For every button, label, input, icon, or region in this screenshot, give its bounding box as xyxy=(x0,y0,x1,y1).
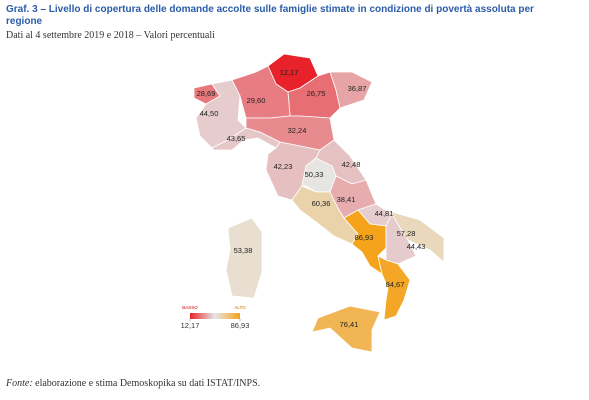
region-label: 86,93 xyxy=(355,233,374,242)
region-label: 32,24 xyxy=(288,126,307,135)
region xyxy=(231,65,291,119)
legend-high: ALTO xyxy=(234,305,246,310)
region-label: 26,75 xyxy=(307,89,326,98)
region xyxy=(385,213,417,265)
region-label: 29,60 xyxy=(247,96,266,105)
region-label: 43,65 xyxy=(227,134,246,143)
region xyxy=(377,255,411,321)
region-label: 57,28 xyxy=(397,229,416,238)
region-label: 36,87 xyxy=(348,84,367,93)
region-label: 42,23 xyxy=(274,162,293,171)
region-label: 44,43 xyxy=(407,242,426,251)
region-label: 28,69 xyxy=(197,89,216,98)
region xyxy=(311,305,381,353)
region-label: 50,33 xyxy=(305,170,324,179)
region-label: 60,36 xyxy=(312,199,331,208)
legend-label: 12,17 xyxy=(181,321,200,330)
region xyxy=(225,217,263,299)
region xyxy=(329,71,373,109)
region-label: 42,48 xyxy=(342,160,361,169)
legend-low: BASSO xyxy=(182,305,198,310)
source-label: Fonte: xyxy=(6,378,33,389)
region-label: 44,81 xyxy=(375,209,394,218)
region-label: 53,38 xyxy=(234,246,253,255)
region-label: 44,50 xyxy=(200,109,219,118)
source: Fonte: elaborazione e stima Demoskopika … xyxy=(6,378,260,389)
chart-title: Graf. 3 – Livello di copertura delle dom… xyxy=(6,4,534,27)
legend-label: 86,93 xyxy=(231,321,250,330)
chart-subtitle: Dati al 4 settembre 2019 e 2018 – Valori… xyxy=(6,30,215,41)
legend-bar xyxy=(190,313,240,319)
source-text: elaborazione e stima Demoskopika su dati… xyxy=(35,378,261,389)
region-label: 38,41 xyxy=(337,195,356,204)
region-label: 76,41 xyxy=(340,320,359,329)
region-label: 12,17 xyxy=(280,68,299,77)
region-label: 84,67 xyxy=(386,280,405,289)
